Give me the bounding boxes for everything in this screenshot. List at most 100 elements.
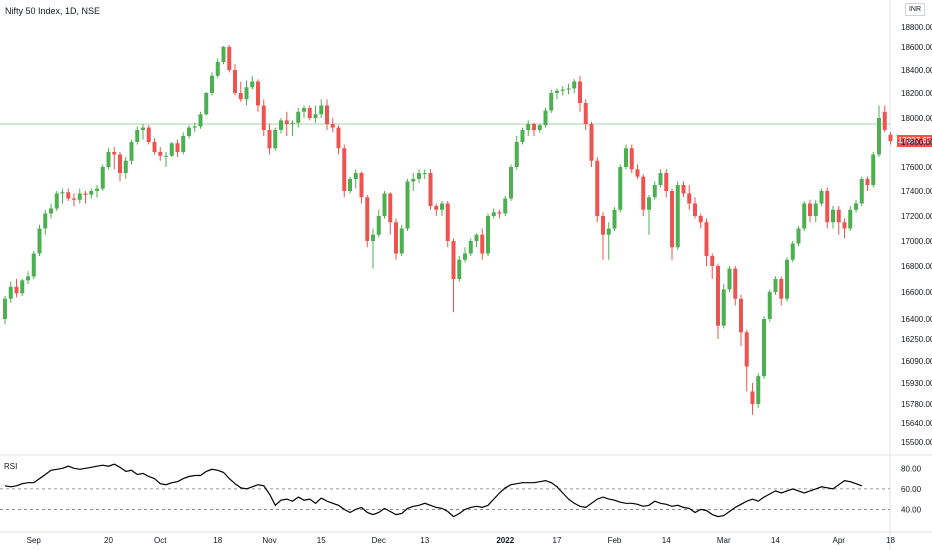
candle-body [3, 298, 7, 319]
candle [486, 213, 490, 256]
candle-body [451, 241, 456, 279]
candle [428, 169, 433, 210]
candle [3, 296, 7, 325]
chart-title: Nifty 50 Index, 1D, NSE [5, 6, 101, 16]
candle [750, 383, 755, 415]
candle [284, 111, 289, 136]
candle-body [422, 173, 427, 174]
candle-body [543, 110, 548, 126]
candle [129, 139, 134, 165]
candle-body [169, 143, 174, 156]
candle-body [227, 47, 232, 70]
candle [808, 199, 812, 223]
candle-body [618, 167, 623, 210]
candle [164, 152, 168, 167]
price-tick-label: 16090.00 [901, 357, 932, 366]
candle [664, 169, 669, 198]
candle-body [468, 241, 473, 254]
candle [399, 224, 404, 256]
candle-body [785, 259, 789, 299]
candle [307, 105, 312, 121]
candle [348, 176, 352, 194]
candle [353, 169, 358, 189]
candle-body [578, 81, 582, 103]
candle-body [204, 93, 209, 115]
candle-body [336, 127, 341, 149]
candle [796, 226, 801, 246]
candle [526, 120, 531, 136]
time-tick-label: 15 [317, 536, 326, 545]
candle [31, 251, 36, 279]
candle [675, 181, 680, 250]
candle [532, 122, 536, 136]
candle-body [267, 130, 272, 149]
candle [509, 164, 513, 201]
candle-body [187, 127, 191, 136]
candle-body [123, 160, 128, 173]
candle [388, 192, 393, 235]
candle-body [790, 243, 795, 260]
candle [825, 187, 830, 229]
candle-body [233, 70, 237, 93]
candle [227, 45, 232, 73]
candle [169, 142, 174, 157]
candle-body [865, 179, 870, 185]
candle-body [762, 319, 766, 377]
price-tick-label: 18800.00 [901, 23, 932, 32]
candle-body [428, 173, 433, 206]
candle-body [365, 197, 370, 241]
time-tick-label: Dec [372, 536, 386, 545]
candle-body [244, 87, 249, 100]
time-tick-label: 18 [886, 536, 895, 545]
price-tick-label: 16250.00 [901, 335, 932, 344]
candle-body [836, 209, 841, 223]
candle [158, 147, 163, 161]
rsi-line [4, 463, 863, 518]
candle-body [307, 108, 312, 118]
candle-body [670, 191, 674, 248]
candle-body [647, 197, 651, 210]
candle-body [710, 256, 715, 266]
candle-body [411, 179, 416, 182]
candle-body [808, 203, 812, 216]
candle-body [859, 179, 864, 204]
candle [244, 80, 249, 106]
candle-body [687, 193, 692, 204]
candle-body [256, 81, 260, 106]
candle [54, 191, 59, 211]
candle [187, 125, 191, 139]
candle-body [198, 114, 203, 127]
candle [560, 86, 565, 96]
candle [95, 185, 99, 198]
candle [520, 127, 525, 145]
price-tick-label: 16800.00 [901, 262, 932, 271]
candle [802, 201, 807, 231]
candle [336, 125, 341, 155]
candle-body [664, 173, 669, 191]
candle-body [595, 160, 600, 216]
price-tick-label: 18400.00 [901, 66, 932, 75]
candle [733, 266, 738, 306]
candle-body [589, 124, 594, 161]
candle-body [888, 134, 893, 142]
candle-body [457, 259, 462, 279]
candle [543, 108, 548, 128]
candle-body [716, 266, 720, 326]
candle [480, 228, 485, 260]
price-tick-label: 17200.00 [901, 212, 932, 221]
candle [204, 91, 209, 116]
currency-badge[interactable]: INR [905, 3, 925, 16]
candle [647, 194, 651, 235]
candle-body [624, 148, 628, 167]
candle-body [302, 108, 306, 112]
candle-body [779, 279, 784, 299]
candle-body [129, 142, 134, 161]
time-tick-label: 17 [553, 536, 562, 545]
candle [233, 64, 237, 96]
candle-body [796, 228, 801, 244]
candle [848, 206, 853, 231]
candle [583, 99, 588, 130]
candle-body [290, 122, 295, 124]
candle [503, 196, 508, 216]
